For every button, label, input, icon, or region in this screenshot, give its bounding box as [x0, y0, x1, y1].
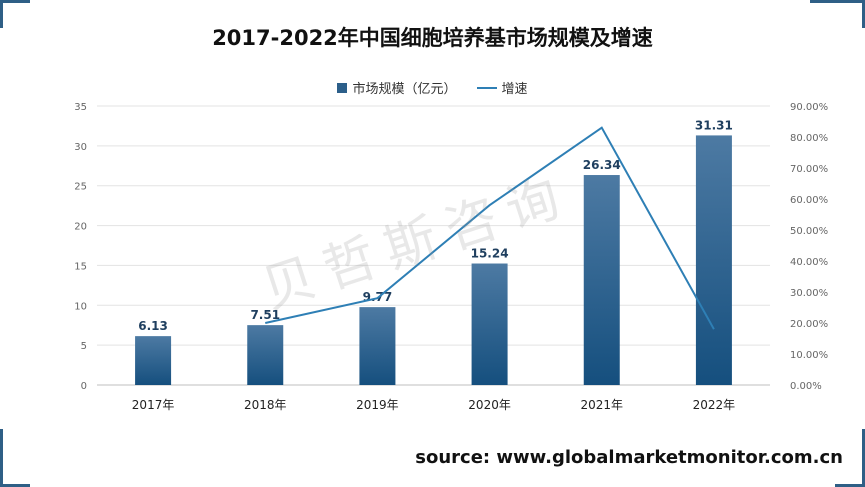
- y-right-tick-label: 40.00%: [790, 257, 828, 268]
- y-right-tick-label: 80.00%: [790, 133, 828, 144]
- y-left-tick-label: 35: [74, 102, 87, 113]
- growth-line: [265, 126, 715, 330]
- x-tick-label: 2018年: [244, 398, 287, 412]
- y-right-tick-label: 50.00%: [790, 226, 828, 237]
- bar-data-label: 6.13: [138, 319, 168, 333]
- corner-decoration-bottom-right-v: [862, 429, 865, 487]
- corner-decoration-top-right: [810, 0, 865, 3]
- corner-decoration-top-left-v: [0, 0, 3, 28]
- legend-bar-label: 市场规模（亿元）: [352, 82, 457, 97]
- corner-decoration-top-left: [0, 0, 30, 3]
- legend-item-line: 增速: [476, 78, 528, 97]
- bar-data-label: 15.24: [471, 247, 509, 261]
- legend-line-swatch: [476, 86, 497, 89]
- y-left-tick-label: 25: [74, 182, 87, 193]
- bar-data-label: 31.31: [695, 118, 733, 132]
- bar: [583, 175, 620, 385]
- x-tick-label: 2019年: [356, 398, 399, 412]
- source-credit: source: www.globalmarketmonitor.com.cn: [415, 447, 843, 468]
- y-right-tick-label: 10.00%: [790, 350, 828, 361]
- legend-bar-swatch: [337, 82, 348, 93]
- chart-legend: 市场规模（亿元） 增速: [0, 78, 865, 97]
- bar: [247, 325, 284, 385]
- x-tick-label: 2022年: [693, 398, 736, 412]
- legend-line-label: 增速: [501, 82, 528, 97]
- corner-decoration-top-right-v: [862, 0, 865, 28]
- corner-decoration-bottom-left: [0, 484, 30, 487]
- y-left-tick-label: 20: [74, 222, 87, 233]
- bar-data-label: 7.51: [250, 308, 280, 322]
- legend-item-bar: 市场规模（亿元）: [337, 78, 457, 97]
- corner-decoration-bottom-left-v: [0, 429, 3, 487]
- y-left-tick-label: 5: [81, 341, 87, 352]
- y-left-tick-label: 30: [74, 142, 87, 153]
- bar: [359, 307, 396, 385]
- chart-title: 2017-2022年中国细胞培养基市场规模及增速: [212, 26, 653, 50]
- y-right-tick-label: 30.00%: [790, 288, 828, 299]
- y-right-tick-label: 90.00%: [790, 102, 828, 113]
- bar: [471, 263, 508, 385]
- x-tick-label: 2021年: [580, 398, 623, 412]
- bar: [135, 336, 172, 385]
- y-left-tick-label: 10: [74, 301, 87, 312]
- y-right-tick-label: 20.00%: [790, 319, 828, 330]
- y-left-tick-label: 0: [81, 381, 87, 392]
- y-right-tick-label: 70.00%: [790, 164, 828, 175]
- corner-decoration-bottom-right: [835, 484, 865, 487]
- x-tick-label: 2017年: [132, 398, 175, 412]
- bar: [695, 135, 732, 385]
- bar-data-label: 26.34: [583, 158, 621, 172]
- x-tick-label: 2020年: [468, 398, 511, 412]
- y-left-tick-label: 15: [74, 261, 87, 272]
- y-right-tick-label: 60.00%: [790, 195, 828, 206]
- y-right-tick-label: 0.00%: [790, 381, 822, 392]
